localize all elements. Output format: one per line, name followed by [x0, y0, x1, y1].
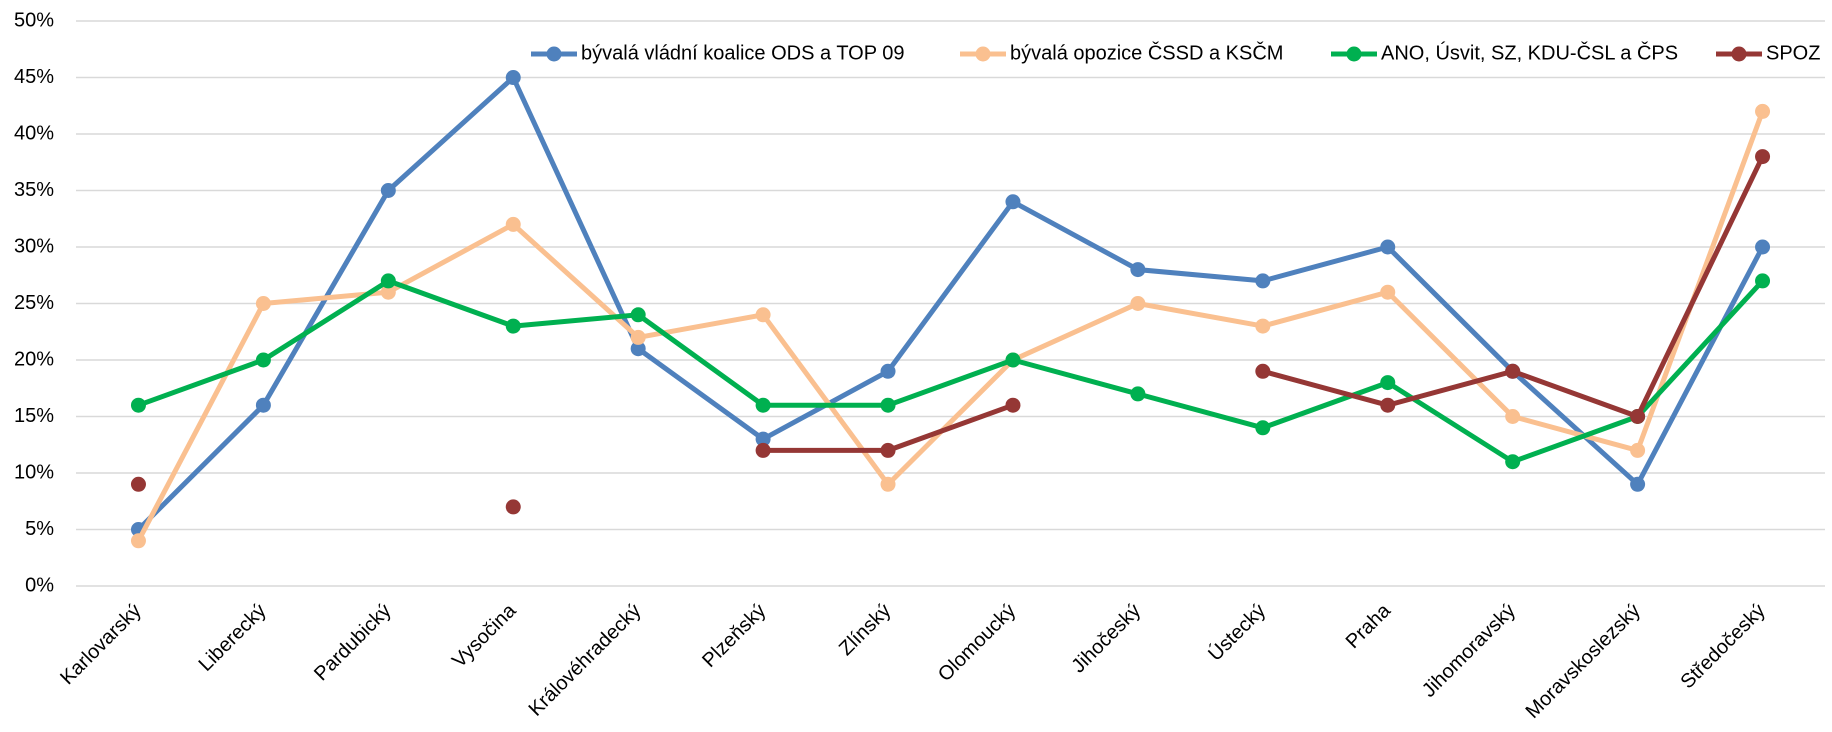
marker — [755, 442, 771, 458]
y-tick-label: 45% — [14, 66, 54, 88]
marker — [255, 397, 271, 413]
marker — [1505, 409, 1521, 424]
marker — [880, 363, 896, 379]
legend-marker — [1346, 46, 1362, 62]
marker — [380, 183, 396, 198]
marker — [630, 329, 646, 345]
marker — [755, 431, 771, 447]
marker — [1130, 296, 1146, 311]
marker — [505, 318, 521, 334]
marker — [130, 476, 146, 492]
marker — [880, 397, 896, 413]
marker — [1380, 397, 1396, 413]
marker — [1005, 352, 1021, 368]
y-tick-label: 20% — [14, 348, 54, 370]
legend-label: bývalá vládní koalice ODS a TOP 09 — [581, 42, 905, 64]
marker — [1755, 239, 1771, 255]
marker — [1380, 239, 1396, 255]
marker — [880, 442, 896, 458]
marker — [505, 70, 521, 85]
y-tick-label: 50% — [14, 9, 54, 31]
y-tick-label: 35% — [14, 179, 54, 201]
y-tick-label: 5% — [25, 518, 54, 540]
y-tick-label: 25% — [14, 292, 54, 314]
x-tick-label: Praha — [1342, 599, 1396, 653]
marker — [1005, 397, 1021, 413]
marker — [255, 296, 271, 311]
legend-item: SPOZ — [1716, 42, 1820, 64]
x-tick-label: Středočeský — [1676, 600, 1769, 693]
marker — [255, 352, 271, 368]
marker — [1755, 273, 1771, 289]
legend-item: bývalá vládní koalice ODS a TOP 09 — [531, 42, 905, 64]
marker — [1005, 194, 1021, 210]
marker — [380, 284, 396, 300]
marker — [880, 476, 896, 492]
x-tick-label: Vysočina — [448, 599, 521, 672]
x-tick-label: Ústecký — [1204, 599, 1271, 666]
y-tick-label: 15% — [14, 405, 54, 427]
y-tick-label: 10% — [14, 461, 54, 483]
y-tick-label: 40% — [14, 122, 54, 144]
marker — [1630, 442, 1646, 458]
x-tick-label: Karlovarský — [56, 600, 145, 689]
marker — [1255, 273, 1271, 289]
x-tick-label: Pardubický — [310, 600, 396, 686]
legend-marker — [975, 46, 991, 62]
marker — [630, 307, 646, 323]
legend-item: bývalá opozice ČSSD a KSČM — [960, 41, 1283, 64]
marker — [505, 499, 521, 515]
marker — [130, 397, 146, 413]
marker — [755, 307, 771, 323]
marker — [1130, 386, 1146, 402]
marker — [130, 533, 146, 549]
marker — [1505, 363, 1521, 379]
marker — [1380, 375, 1396, 391]
series-line — [137, 278, 1765, 465]
x-tick-label: Moravskoslezský — [1522, 600, 1645, 723]
x-tick-label: Plzeňský — [698, 600, 770, 672]
marker — [380, 273, 396, 289]
x-tick-label: Královéhradecký — [525, 600, 646, 721]
marker — [1630, 476, 1646, 492]
legend-label: bývalá opozice ČSSD a KSČM — [1010, 41, 1283, 64]
x-tick-label: Jihomoravský — [1418, 600, 1520, 702]
y-tick-label: 30% — [14, 235, 54, 257]
x-tick-label: Zlínský — [835, 600, 895, 660]
marker — [505, 216, 521, 232]
legend-item: ANO, Úsvit, SZ, KDU-ČSL a ČPS — [1331, 41, 1678, 64]
x-tick-label: Olomoucký — [934, 600, 1020, 686]
legend-label: ANO, Úsvit, SZ, KDU-ČSL a ČPS — [1381, 41, 1678, 64]
y-tick-label: 0% — [25, 574, 54, 596]
marker — [1380, 284, 1396, 300]
x-tick-label: Jihočeský — [1068, 600, 1146, 678]
legend-label: SPOZ — [1766, 42, 1820, 64]
legend-marker — [546, 46, 562, 62]
legend-marker — [1731, 46, 1747, 62]
marker — [1255, 363, 1271, 379]
series-line — [136, 110, 1765, 542]
marker — [630, 341, 646, 357]
marker — [1630, 409, 1646, 424]
marker — [755, 397, 771, 413]
series-line — [136, 75, 1765, 532]
marker — [1755, 103, 1771, 119]
x-tick-label: Liberecký — [195, 600, 271, 676]
marker — [1130, 262, 1146, 278]
marker — [1255, 318, 1271, 334]
marker — [1255, 420, 1271, 436]
marker — [1505, 454, 1521, 470]
marker — [1755, 149, 1771, 165]
